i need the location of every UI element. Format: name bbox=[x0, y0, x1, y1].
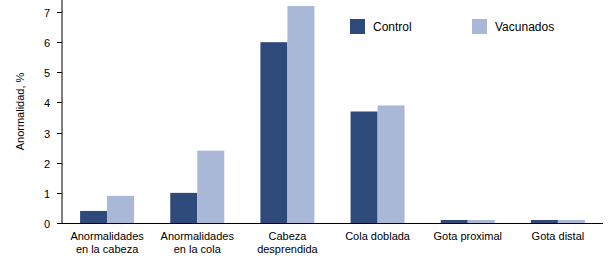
bar bbox=[107, 196, 134, 223]
chart-container: 01234567Anormalidad, %Anormalidadesen la… bbox=[0, 0, 610, 271]
bar bbox=[558, 220, 585, 223]
chart-svg: 01234567Anormalidad, %Anormalidadesen la… bbox=[0, 0, 610, 271]
bar bbox=[80, 211, 107, 223]
y-axis-line bbox=[62, 0, 63, 223]
legend-swatch bbox=[472, 19, 487, 34]
y-tick-label: 4 bbox=[44, 97, 50, 109]
y-tick-label: 1 bbox=[44, 188, 50, 200]
y-tick-label: 7 bbox=[44, 7, 50, 19]
bar bbox=[441, 220, 468, 223]
legend-swatch bbox=[350, 19, 365, 34]
x-tick-label: Anormalidadesen la cola bbox=[161, 230, 235, 255]
bars bbox=[80, 6, 585, 223]
y-tick bbox=[57, 193, 62, 194]
x-tick-label-line: Gota distal bbox=[532, 230, 585, 242]
y-tick-label: 5 bbox=[44, 67, 50, 79]
y-tick bbox=[57, 163, 62, 164]
x-tick-label: Cabezadesprendida bbox=[257, 230, 318, 255]
bar bbox=[378, 105, 405, 223]
bar bbox=[197, 151, 224, 223]
bar bbox=[287, 6, 314, 223]
x-tick-label: Gota distal bbox=[532, 230, 585, 242]
x-tick-label-line: en la cola bbox=[174, 243, 222, 255]
x-tick-label-line: Anormalidades bbox=[161, 230, 235, 242]
bar bbox=[468, 220, 495, 223]
y-tick-label: 2 bbox=[44, 158, 50, 170]
x-tick-label-line: Cabeza bbox=[268, 230, 307, 242]
y-tick bbox=[57, 133, 62, 134]
bar bbox=[531, 220, 558, 223]
y-tick-label: 0 bbox=[44, 218, 50, 230]
legend-label: Vacunados bbox=[495, 20, 554, 34]
y-axis-label: Anormalidad, % bbox=[14, 72, 26, 150]
x-tick-label: Cola doblada bbox=[345, 230, 411, 242]
x-tick-label: Gota proximal bbox=[434, 230, 502, 242]
bar bbox=[351, 112, 378, 224]
x-axis-line bbox=[62, 223, 603, 224]
x-tick-label-line: en la cabeza bbox=[76, 243, 139, 255]
y-tick bbox=[57, 12, 62, 13]
y-tick-label: 6 bbox=[44, 37, 50, 49]
y-tick bbox=[57, 42, 62, 43]
x-tick-label-line: Cola doblada bbox=[345, 230, 411, 242]
bar bbox=[170, 193, 197, 223]
bar bbox=[260, 42, 287, 223]
legend-label: Control bbox=[373, 20, 412, 34]
x-tick-label-line: Gota proximal bbox=[434, 230, 502, 242]
y-tick bbox=[57, 72, 62, 73]
x-tick-label-line: Anormalidades bbox=[70, 230, 144, 242]
x-tick-label-line: desprendida bbox=[257, 243, 318, 255]
y-tick bbox=[57, 223, 62, 224]
x-tick-label: Anormalidadesen la cabeza bbox=[70, 230, 144, 255]
y-tick-label: 3 bbox=[44, 128, 50, 140]
y-tick bbox=[57, 102, 62, 103]
